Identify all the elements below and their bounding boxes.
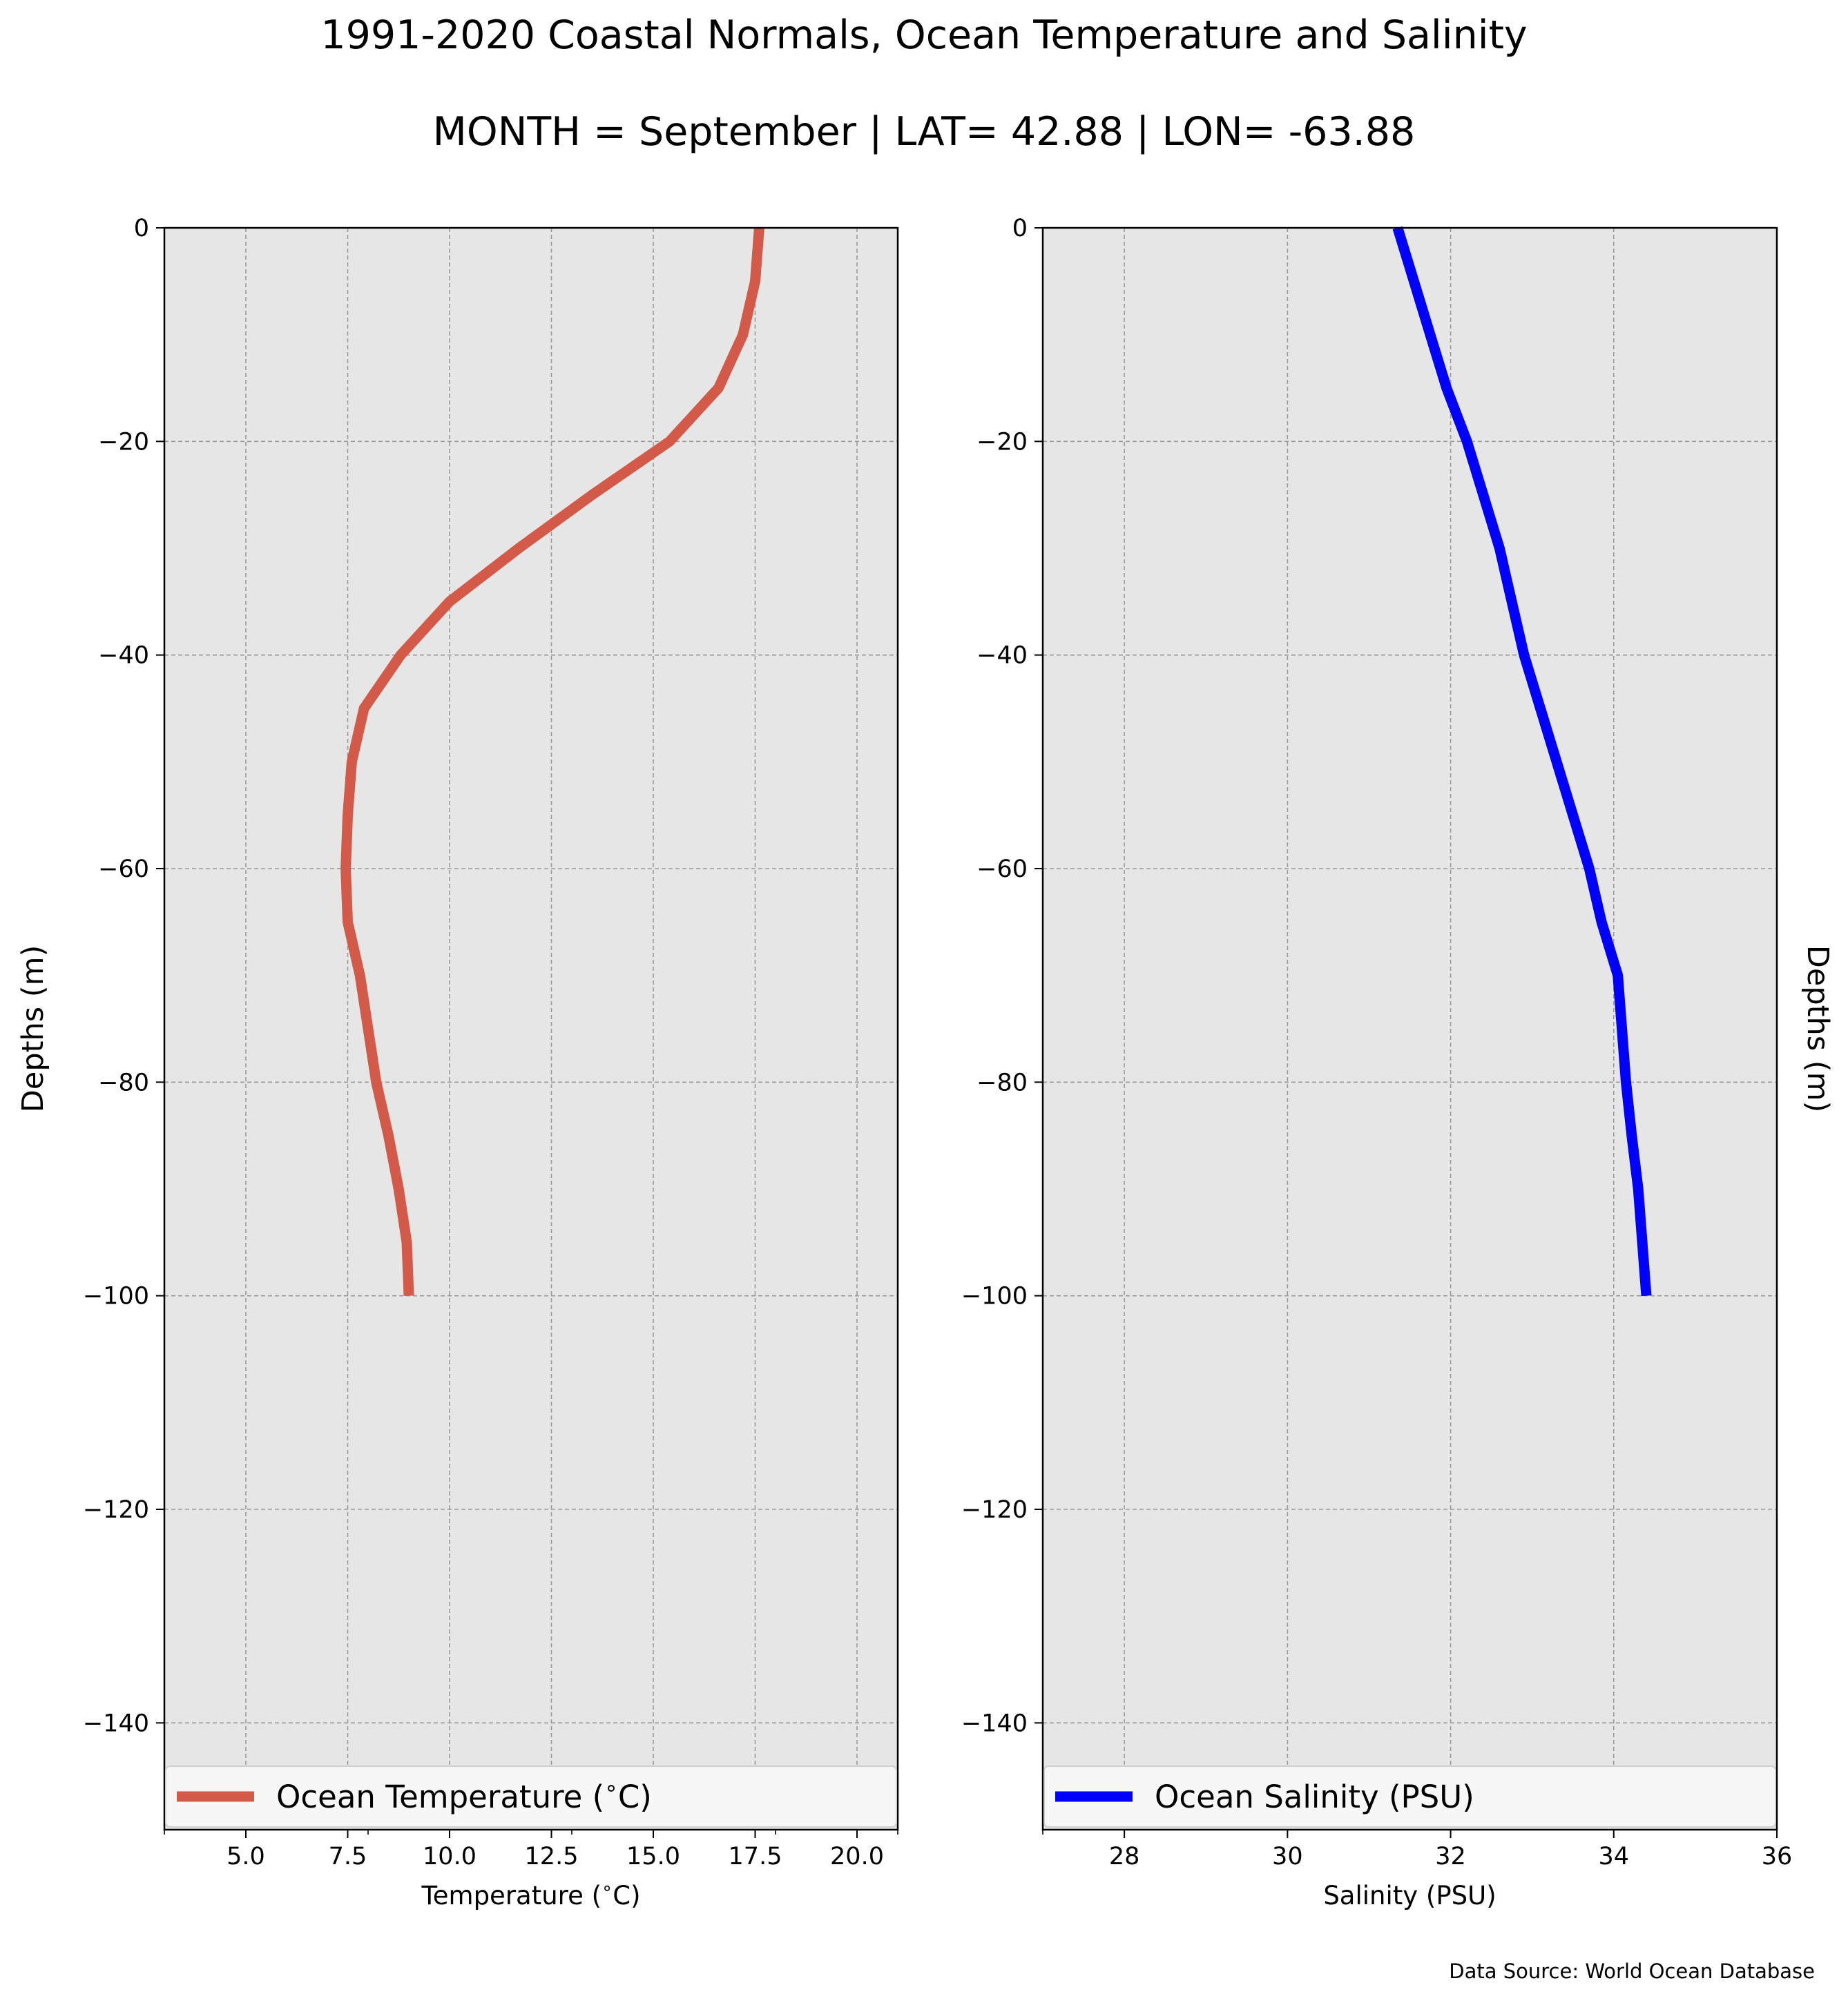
x-tick-label: 7.5 (329, 1843, 367, 1870)
x-tick-label: 12.5 (525, 1843, 579, 1870)
y-tick-label: −140 (961, 1710, 1028, 1737)
x-axis-label: Temperature (∘C) (421, 1878, 640, 1910)
legend: Ocean Salinity (PSU) (1043, 1765, 1776, 1828)
x-tick-label: 17.5 (729, 1843, 782, 1870)
y-tick-label: −20 (98, 428, 149, 456)
salinity-panel: 28 30 32 34 36 0 −20 −40 −60 −80 −100 −120 −140 Salin… (961, 215, 1835, 1910)
y-axis-label: Depths (m) (1800, 945, 1835, 1112)
y-tick-label: 0 (134, 215, 149, 242)
y-tick-label: −80 (98, 1069, 149, 1096)
x-tick-label: 32 (1435, 1843, 1466, 1870)
legend-box (1043, 1765, 1776, 1828)
y-tick-label: −20 (976, 428, 1028, 456)
x-tick-label: 28 (1109, 1843, 1140, 1870)
plot-frame (1041, 226, 1778, 1831)
y-tick-label: −80 (976, 1069, 1028, 1096)
legend: Ocean Temperature (∘C) (165, 1765, 897, 1828)
data-source-note: Data Source: World Ocean Database (1449, 1960, 1815, 1983)
y-tick-label: −40 (98, 642, 149, 670)
chart-title: 1991-2020 Coastal Normals, Ocean Tempera… (320, 12, 1528, 58)
y-axis-label: Depths (m) (16, 945, 50, 1112)
plot-area (164, 228, 898, 1830)
x-axis-label: Salinity (PSU) (1323, 1881, 1496, 1910)
x-tick-label: 30 (1272, 1843, 1303, 1870)
y-tick-label: 0 (1012, 215, 1028, 242)
y-tick-label: −40 (976, 642, 1028, 670)
y-tick-label: −100 (961, 1283, 1028, 1310)
legend-label: Ocean Salinity (PSU) (1155, 1779, 1474, 1815)
x-tick-label: 10.0 (423, 1843, 477, 1870)
salinity-line (1392, 226, 1652, 1297)
y-tick-label: −60 (976, 855, 1028, 883)
x-tick-label: 15.0 (626, 1843, 680, 1870)
y-tick-label: −60 (98, 855, 149, 883)
plot-area (1043, 228, 1777, 1830)
temperature-line (340, 227, 764, 1296)
legend-label: Ocean Temperature (∘C) (276, 1776, 652, 1815)
x-tick-label: 36 (1762, 1843, 1793, 1870)
x-tick-label: 20.0 (830, 1843, 884, 1870)
plot-frame (163, 226, 899, 1831)
temperature-panel: 5.0 7.5 10.0 12.5 15.0 17.5 20.0 0 −20 −40 −60 −80 −… (16, 215, 899, 1910)
x-tick-label: 5.0 (227, 1843, 265, 1870)
x-tick-label: 34 (1599, 1843, 1630, 1870)
y-tick-label: −140 (83, 1710, 149, 1737)
chart-subtitle: MONTH = September | LAT= 42.88 | LON= -6… (432, 109, 1416, 155)
y-tick-label: −120 (83, 1496, 149, 1524)
legend-box (165, 1765, 897, 1828)
y-tick-label: −100 (83, 1283, 149, 1310)
y-tick-label: −120 (961, 1496, 1028, 1524)
